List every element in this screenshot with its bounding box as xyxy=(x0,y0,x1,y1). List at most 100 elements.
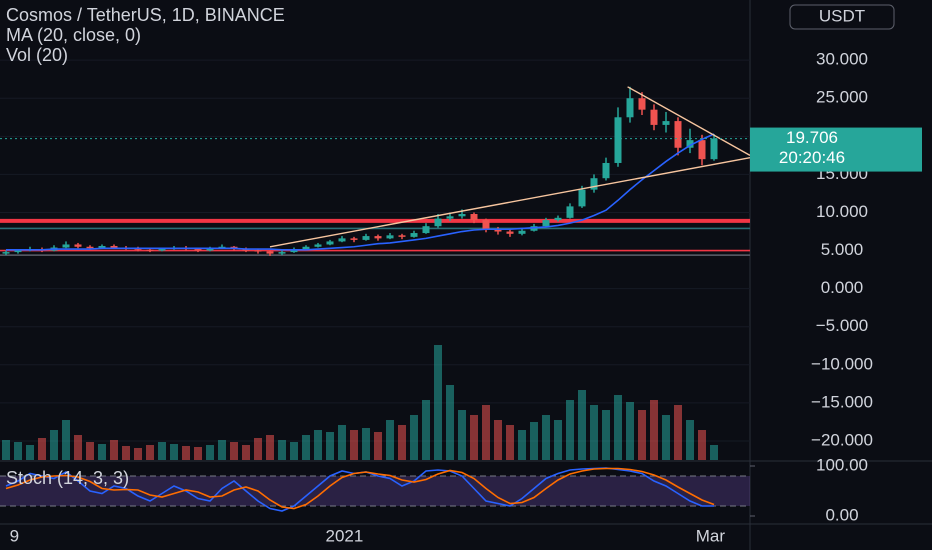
volume-bar xyxy=(386,420,394,460)
candle-body xyxy=(86,246,94,249)
volume-bar xyxy=(74,435,82,460)
candle-body xyxy=(602,162,610,179)
candle-body xyxy=(614,117,622,163)
volume-bar xyxy=(530,422,538,460)
volume-bar xyxy=(578,390,586,460)
candle-body xyxy=(566,206,574,218)
candle-body xyxy=(74,244,82,247)
candle-body xyxy=(374,236,382,239)
candle-body xyxy=(314,244,322,247)
volume-bar xyxy=(650,400,658,460)
volume-bar xyxy=(710,445,718,460)
candle-body xyxy=(434,218,442,227)
volume-bar xyxy=(422,400,430,460)
currency-button[interactable] xyxy=(789,4,895,30)
candle-body xyxy=(542,220,550,227)
marks xyxy=(0,59,755,517)
y-tick-label: −5.000 xyxy=(816,316,868,335)
trendline xyxy=(627,86,751,156)
candle-body xyxy=(674,121,682,148)
y-tick-label: −20.000 xyxy=(811,430,873,449)
volume-bar xyxy=(542,415,550,460)
volume-bar xyxy=(158,442,166,460)
currency-label[interactable]: USDT xyxy=(819,6,865,25)
volume-bar xyxy=(434,345,442,460)
candle-body xyxy=(494,229,502,232)
candle-body xyxy=(410,233,418,237)
volume-bar xyxy=(446,385,454,460)
last-price-box xyxy=(750,127,922,172)
volume-bar xyxy=(470,415,478,460)
volume-bar xyxy=(278,440,286,460)
volume-bar xyxy=(206,445,214,460)
volume-bar xyxy=(254,438,262,460)
volume-bar xyxy=(218,440,226,460)
volume-bar xyxy=(146,445,154,460)
candle-body xyxy=(266,251,274,254)
candle-body xyxy=(698,140,706,160)
candle-body xyxy=(422,226,430,234)
volume-bar xyxy=(194,447,202,460)
candle-body xyxy=(506,231,514,234)
y-tick-label: 5.000 xyxy=(821,240,864,259)
volume-bar xyxy=(230,442,238,460)
volume-bar xyxy=(662,415,670,460)
candle-body xyxy=(398,235,406,237)
candle-body xyxy=(2,252,10,254)
volume-bar xyxy=(638,410,646,460)
candle-body xyxy=(662,121,670,125)
stoch-tick-label: 100.00 xyxy=(816,455,868,474)
volume-bar xyxy=(350,430,358,460)
volume-bar xyxy=(38,438,46,460)
volume-bar xyxy=(686,420,694,460)
volume-bar xyxy=(98,444,106,460)
y-tick-label: −15.000 xyxy=(811,392,873,411)
candle-body xyxy=(350,238,358,240)
indicator-label: Vol (20) xyxy=(6,45,68,65)
candle-body xyxy=(710,138,718,160)
stoch-pane xyxy=(0,462,750,524)
candle-body xyxy=(62,244,70,248)
candle-body xyxy=(650,109,658,125)
volume-bar xyxy=(602,410,610,460)
indicator-label: MA (20, close, 0) xyxy=(6,25,141,45)
volume-bar xyxy=(674,405,682,460)
candle-body xyxy=(110,245,118,248)
y-tick-label: 25.000 xyxy=(816,88,868,107)
x-tick-label: 9 xyxy=(10,526,19,545)
volume-bar xyxy=(122,446,130,460)
candle-body xyxy=(470,214,478,221)
volume-bar xyxy=(134,448,142,460)
volume-bar xyxy=(374,432,382,460)
volume-bar xyxy=(698,430,706,460)
volume-bar xyxy=(110,440,118,460)
candle-body xyxy=(386,235,394,239)
volume-bar xyxy=(398,425,406,460)
volume-bar xyxy=(590,405,598,460)
volume-bar xyxy=(566,400,574,460)
volume-bar xyxy=(290,442,298,460)
candle-body xyxy=(686,140,694,148)
volume-bar xyxy=(314,430,322,460)
candle-body xyxy=(458,214,466,217)
candle-body xyxy=(326,241,334,245)
candle-body xyxy=(554,217,562,221)
trendline xyxy=(269,156,751,248)
candle-body xyxy=(194,249,202,251)
candle-body xyxy=(98,245,106,249)
ma-line xyxy=(6,133,715,251)
candle-body xyxy=(446,216,454,219)
countdown-label: 20:20:46 xyxy=(779,148,845,167)
volume-bar xyxy=(494,420,502,460)
volume-bar xyxy=(266,435,274,460)
candle-body xyxy=(206,248,214,251)
x-tick-label: Mar xyxy=(696,526,726,545)
volume-bar xyxy=(338,425,346,460)
candle-body xyxy=(338,238,346,242)
volume-bar xyxy=(170,444,178,460)
volume-bar xyxy=(242,445,250,460)
candle-body xyxy=(14,250,22,253)
candle-body xyxy=(158,249,166,251)
candle-body xyxy=(146,249,154,251)
volume-bar xyxy=(626,402,634,460)
